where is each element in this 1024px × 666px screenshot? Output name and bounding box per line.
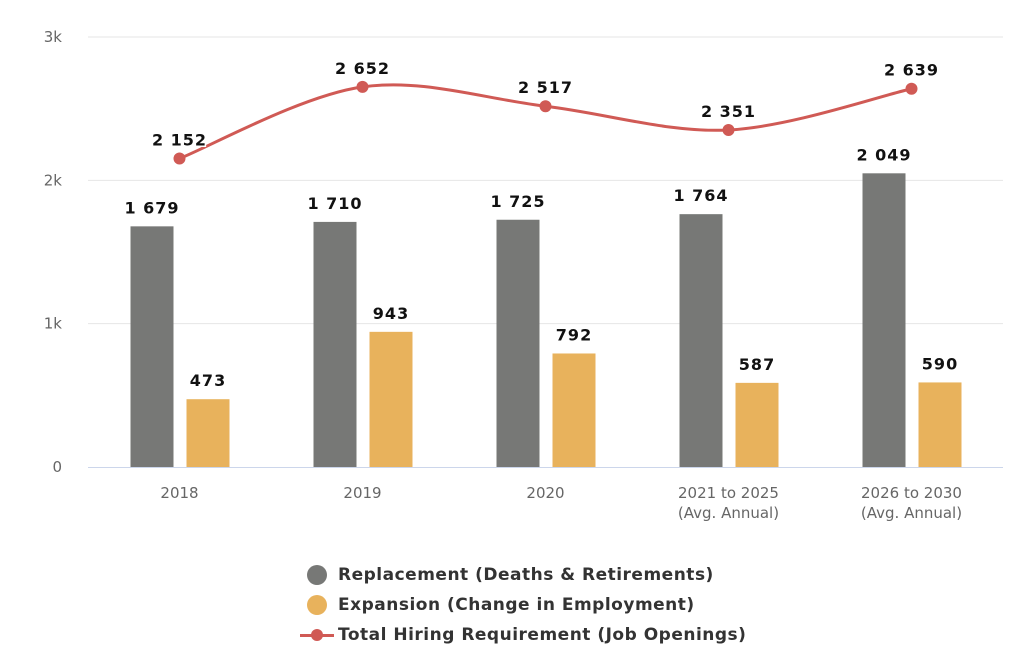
data-label: 1 710 <box>307 194 362 213</box>
y-tick-label: 1k <box>44 315 63 333</box>
data-label: 2 517 <box>518 78 573 97</box>
bar-replacement <box>496 219 540 467</box>
data-label: 792 <box>556 325 592 344</box>
x-tick-label: 2018 <box>160 484 198 502</box>
data-label: 2 152 <box>152 131 207 150</box>
data-label: 2 639 <box>884 61 939 80</box>
data-label: 943 <box>373 304 409 323</box>
data-label: 1 679 <box>124 198 179 217</box>
y-tick-label: 0 <box>52 458 62 476</box>
legend-label: Expansion (Change in Employment) <box>338 595 695 615</box>
bar-expansion <box>918 382 962 467</box>
data-label: 2 049 <box>856 145 911 164</box>
data-label: 473 <box>190 371 226 390</box>
line-marker-icon <box>300 625 334 645</box>
legend-item-expansion[interactable]: Expansion (Change in Employment) <box>300 590 746 620</box>
line-marker <box>905 82 918 95</box>
bar-expansion <box>369 331 413 467</box>
data-label: 2 652 <box>335 59 390 78</box>
bar-expansion <box>552 353 596 467</box>
line-marker <box>722 124 735 137</box>
bar-replacement <box>679 214 723 467</box>
legend-item-replacement[interactable]: Replacement (Deaths & Retirements) <box>300 560 746 590</box>
legend-item-total[interactable]: Total Hiring Requirement (Job Openings) <box>300 620 746 650</box>
combo-chart: 0 1k 2k 3k 2018 2019 2020 2021 to 2025 (Avg. Ann… <box>44 28 1003 522</box>
legend-label: Total Hiring Requirement (Job Openings) <box>338 625 747 645</box>
data-label: 2 351 <box>701 102 756 121</box>
line-marker <box>356 80 369 93</box>
x-tick-label: (Avg. Annual) <box>861 504 962 522</box>
x-tick-label: 2020 <box>526 484 564 502</box>
x-tick-label: (Avg. Annual) <box>678 504 779 522</box>
bar-replacement <box>862 173 906 467</box>
data-label: 587 <box>739 355 775 374</box>
data-label: 590 <box>922 354 958 373</box>
legend-label: Replacement (Deaths & Retirements) <box>338 565 714 585</box>
orange-circle-icon <box>307 595 327 615</box>
y-tick-label: 3k <box>44 28 63 46</box>
legend: Replacement (Deaths & Retirements) Expan… <box>300 560 746 650</box>
gray-circle-icon <box>307 565 327 585</box>
bar-expansion <box>735 382 779 467</box>
data-label: 1 764 <box>673 186 728 205</box>
y-tick-label: 2k <box>44 171 63 189</box>
line-marker <box>173 152 186 165</box>
x-tick-label: 2019 <box>343 484 381 502</box>
data-label: 1 725 <box>490 192 545 211</box>
line-marker <box>539 100 552 113</box>
bar-replacement <box>313 221 357 467</box>
x-tick-label: 2021 to 2025 <box>678 484 779 502</box>
bar-expansion <box>186 399 230 467</box>
bar-replacement <box>130 226 174 467</box>
x-tick-label: 2026 to 2030 <box>861 484 962 502</box>
